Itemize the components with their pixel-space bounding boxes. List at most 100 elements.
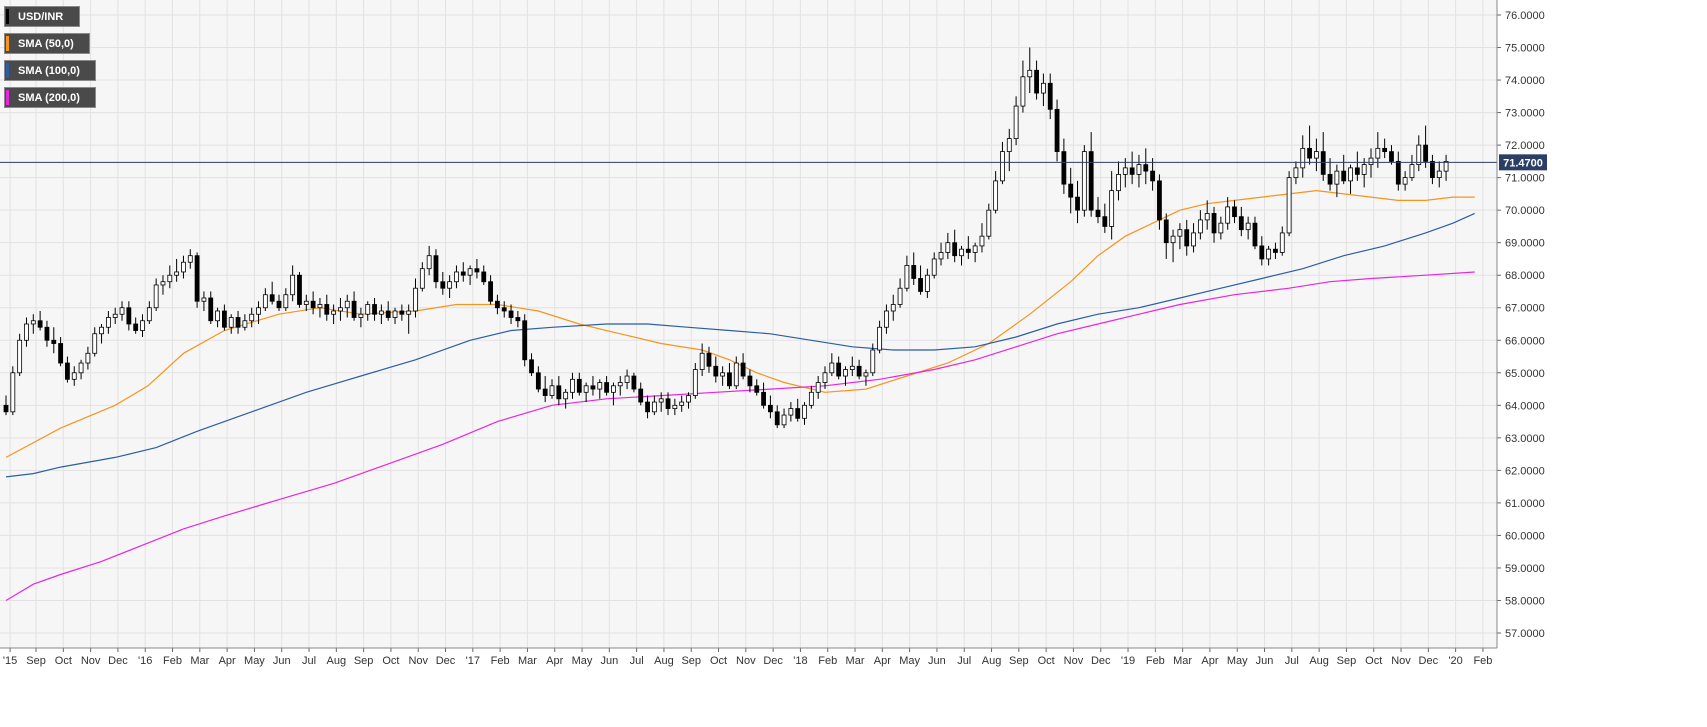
candle-body (1000, 151, 1005, 182)
candle-body (959, 248, 964, 257)
candle-down (1211, 206, 1217, 243)
candle-down (385, 301, 391, 321)
candle-up (78, 359, 84, 380)
candle-body (815, 382, 821, 393)
candle-up (733, 356, 739, 390)
y-tick-label: 69.0000 (1505, 238, 1545, 250)
x-tick-label: May (1227, 655, 1248, 667)
candle-body (870, 349, 876, 374)
candle-body (1136, 164, 1142, 175)
candle-body (1348, 167, 1353, 182)
candle-body (699, 352, 705, 370)
x-tick-label: Mar (1173, 655, 1192, 667)
candle-body (433, 255, 439, 283)
candle-down (911, 252, 917, 285)
candle-up (1266, 245, 1272, 266)
candle-body (890, 304, 896, 312)
candle-body (1129, 167, 1135, 175)
y-tick-label: 71.0000 (1505, 173, 1545, 185)
candle-up (583, 382, 589, 403)
candle-body (836, 362, 842, 377)
candle-up (1334, 164, 1340, 198)
x-tick-label: Jul (1285, 655, 1299, 667)
candle-body (1389, 151, 1394, 162)
candle-body (1116, 173, 1121, 192)
x-tick-label: Apr (1201, 655, 1218, 667)
candle-down (208, 291, 214, 324)
candle-up (672, 398, 678, 416)
candle-body (733, 362, 739, 387)
y-tick-label: 74.0000 (1505, 75, 1545, 87)
candle-body (1245, 222, 1251, 231)
candle-body (761, 391, 766, 406)
candle-body (365, 304, 371, 315)
candle-up (563, 389, 569, 409)
candle-up (1348, 164, 1353, 194)
x-tick-label: Feb (1473, 655, 1492, 667)
plot-area (0, 0, 1497, 648)
candle-up (317, 297, 323, 318)
candle-body (1184, 229, 1190, 247)
candle-up (1314, 138, 1319, 172)
candle-up (1006, 128, 1012, 172)
candle-up (699, 343, 705, 377)
candle-up (1041, 73, 1046, 107)
candle-up (153, 278, 159, 311)
candle-body (1436, 170, 1442, 179)
candle-down (351, 291, 357, 321)
candle-body (706, 352, 712, 367)
legend-swatch (6, 90, 9, 105)
y-tick-label: 66.0000 (1505, 335, 1545, 347)
candle-body (1061, 151, 1067, 185)
candle-body (262, 294, 268, 309)
candle-down (1075, 180, 1080, 224)
candle-down (399, 304, 405, 321)
candle-up (1443, 154, 1449, 181)
candle-body (645, 401, 650, 413)
candle-body (1006, 138, 1012, 153)
candle-up (10, 366, 16, 416)
candle-down (1095, 197, 1101, 224)
x-tick-label: Apr (546, 655, 563, 667)
legend-item-sma-100: SMA (100,0) (4, 60, 96, 81)
sma-line-2 (5, 212, 1475, 478)
candle-body (611, 385, 616, 393)
y-tick-label: 67.0000 (1505, 303, 1545, 315)
candle-body (1334, 170, 1340, 185)
candle-down (440, 271, 446, 295)
candle-body (583, 385, 589, 393)
candle-down (522, 314, 528, 367)
candle-body (604, 382, 609, 393)
y-tick-label: 68.0000 (1505, 270, 1545, 282)
candle-up (1368, 148, 1374, 178)
candle-body (494, 300, 500, 309)
x-tick-label: Nov (408, 655, 428, 667)
candle-body (297, 274, 302, 305)
candle-down (590, 376, 596, 396)
candle-up (215, 307, 220, 328)
candle-down (324, 294, 330, 321)
legend-item-sma-50: SMA (50,0) (4, 33, 90, 54)
legend-swatch (6, 9, 9, 24)
x-tick-label: May (572, 655, 593, 667)
candle-up (344, 294, 350, 318)
candle-body (467, 268, 473, 276)
candle-body (576, 378, 582, 393)
candle-body (324, 304, 330, 315)
candle-up (1204, 200, 1210, 230)
candle-up (890, 294, 896, 321)
candle-up (829, 353, 835, 377)
candle-body (549, 385, 555, 396)
candle-body (986, 209, 992, 237)
y-tick-label: 75.0000 (1505, 43, 1545, 55)
candle-body (488, 281, 493, 302)
candle-body (1293, 167, 1299, 179)
candle-body (160, 281, 166, 286)
candle-up (167, 265, 173, 289)
candle-down (727, 363, 732, 390)
candle-up (692, 363, 698, 399)
candle-body (1273, 248, 1278, 253)
candle-up (290, 265, 296, 302)
x-tick-label: May (244, 655, 265, 667)
